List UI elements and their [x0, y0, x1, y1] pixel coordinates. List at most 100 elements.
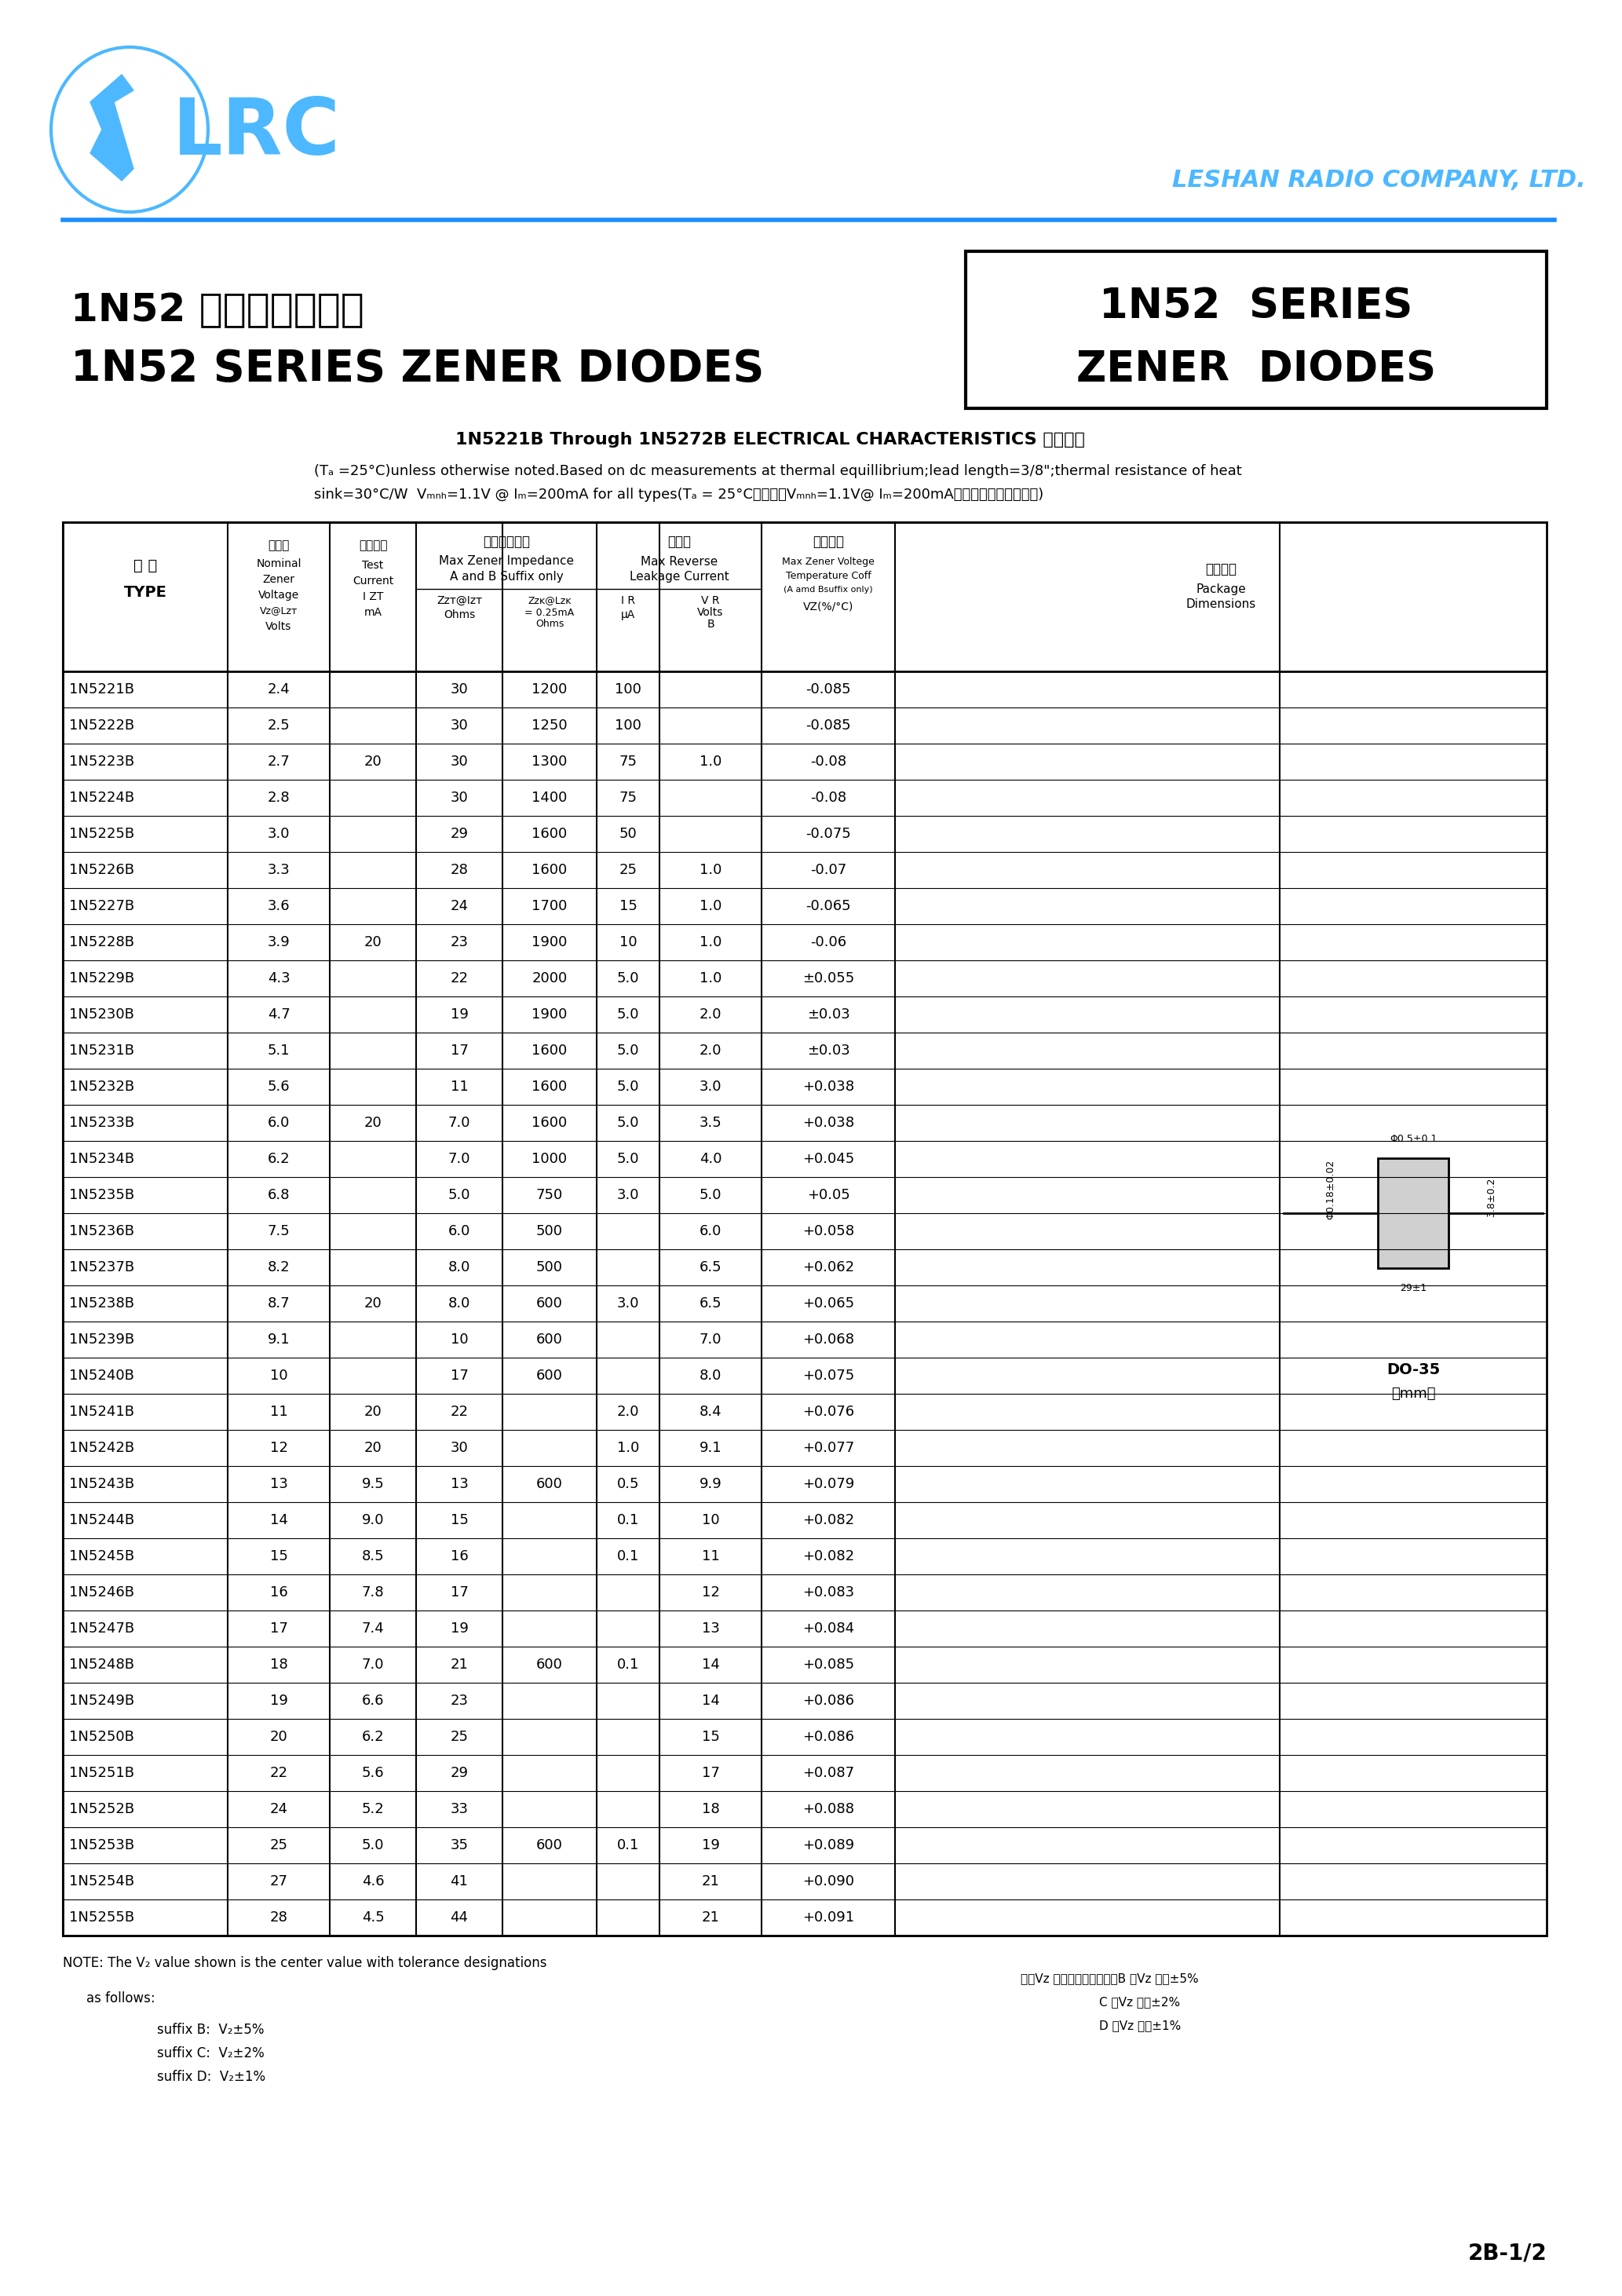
Text: 最大动态阻抗: 最大动态阻抗 — [483, 535, 530, 549]
Text: I R: I R — [621, 595, 636, 606]
Text: 6.0: 6.0 — [699, 1224, 722, 1238]
Text: 温度系数: 温度系数 — [813, 535, 843, 549]
Text: 9.1: 9.1 — [268, 1332, 290, 1348]
Text: +0.038: +0.038 — [803, 1116, 855, 1130]
Text: 1N5240B: 1N5240B — [70, 1368, 135, 1382]
Text: 30: 30 — [451, 682, 469, 696]
Text: 5.0: 5.0 — [448, 1187, 470, 1203]
Text: 23: 23 — [451, 934, 469, 948]
Text: 2000: 2000 — [532, 971, 568, 985]
Text: Current: Current — [352, 576, 394, 585]
Text: Ohms: Ohms — [443, 608, 475, 620]
Text: 1N5242B: 1N5242B — [70, 1442, 135, 1456]
Text: 6.0: 6.0 — [268, 1116, 290, 1130]
Text: 750: 750 — [537, 1187, 563, 1203]
Text: 20: 20 — [269, 1729, 287, 1745]
Text: -0.065: -0.065 — [806, 900, 852, 914]
Text: 19: 19 — [269, 1694, 287, 1708]
Text: -0.085: -0.085 — [806, 682, 852, 696]
Text: 1N5221B: 1N5221B — [70, 682, 135, 696]
Text: 10: 10 — [269, 1368, 287, 1382]
Text: NOTE: The V₂ value shown is the center value with tolerance designations: NOTE: The V₂ value shown is the center v… — [63, 1956, 547, 1970]
Text: 1N5235B: 1N5235B — [70, 1187, 135, 1203]
Text: 25: 25 — [451, 1729, 469, 1745]
Text: VZ(%/°C): VZ(%/°C) — [803, 602, 853, 613]
Text: 1N5241B: 1N5241B — [70, 1405, 135, 1419]
Text: 21: 21 — [702, 1910, 720, 1924]
Text: Dimensions: Dimensions — [1186, 599, 1255, 611]
Text: 1.0: 1.0 — [699, 900, 722, 914]
Text: 100: 100 — [615, 682, 641, 696]
Text: 13: 13 — [269, 1476, 287, 1490]
Text: 600: 600 — [537, 1839, 563, 1853]
Text: 600: 600 — [537, 1658, 563, 1671]
Text: 24: 24 — [451, 900, 469, 914]
Text: (Tₐ =25°C)unless otherwise noted.Based on dc measurements at thermal equillibriu: (Tₐ =25°C)unless otherwise noted.Based o… — [315, 464, 1242, 478]
Text: 1N5231B: 1N5231B — [70, 1045, 135, 1058]
Text: suffix B:  V₂±5%: suffix B: V₂±5% — [157, 2023, 264, 2037]
Text: +0.089: +0.089 — [803, 1839, 855, 1853]
Text: I ZT: I ZT — [363, 592, 383, 602]
Text: +0.062: +0.062 — [803, 1261, 855, 1274]
Text: LRC: LRC — [172, 96, 341, 172]
Text: 20: 20 — [363, 1405, 381, 1419]
Text: 1N5253B: 1N5253B — [70, 1839, 135, 1853]
Text: 25: 25 — [269, 1839, 287, 1853]
Text: 4.3: 4.3 — [268, 971, 290, 985]
Text: +0.082: +0.082 — [803, 1513, 855, 1527]
Text: 1N5229B: 1N5229B — [70, 971, 135, 985]
Text: sink=30°C/W  Vₘₙₕ=1.1V @ Iₘ=200mA for all types(Tₐ = 25°C所有型号Vₘₙₕ=1.1V@ Iₘ=200mA: sink=30°C/W Vₘₙₕ=1.1V @ Iₘ=200mA for all… — [315, 487, 1043, 503]
Text: 2.0: 2.0 — [699, 1045, 722, 1058]
Text: Φ0.18±0.02: Φ0.18±0.02 — [1325, 1159, 1337, 1219]
Text: 1900: 1900 — [532, 1008, 568, 1022]
Text: 1N5249B: 1N5249B — [70, 1694, 135, 1708]
Text: 41: 41 — [451, 1874, 469, 1890]
Text: 18: 18 — [702, 1802, 720, 1816]
Text: 17: 17 — [702, 1766, 720, 1779]
Text: 1N5233B: 1N5233B — [70, 1116, 135, 1130]
Text: -0.085: -0.085 — [806, 719, 852, 732]
Text: Max Zener Impedance: Max Zener Impedance — [440, 556, 574, 567]
Text: 8.4: 8.4 — [699, 1405, 722, 1419]
Text: 1N5227B: 1N5227B — [70, 900, 135, 914]
Text: 5.0: 5.0 — [616, 1008, 639, 1022]
Text: 8.0: 8.0 — [448, 1297, 470, 1311]
Text: 9.0: 9.0 — [362, 1513, 384, 1527]
Text: 5.6: 5.6 — [362, 1766, 384, 1779]
Text: （mm）: （mm） — [1392, 1387, 1435, 1401]
Text: 1600: 1600 — [532, 1045, 568, 1058]
Text: 21: 21 — [451, 1658, 469, 1671]
Text: 14: 14 — [702, 1658, 720, 1671]
Text: 16: 16 — [451, 1550, 469, 1564]
Text: 11: 11 — [269, 1405, 287, 1419]
Text: μA: μA — [621, 608, 636, 620]
Text: 1N5245B: 1N5245B — [70, 1550, 135, 1564]
Text: +0.086: +0.086 — [803, 1729, 855, 1745]
Text: Zᴢᴋ@Lᴢᴋ: Zᴢᴋ@Lᴢᴋ — [527, 595, 571, 606]
Text: +0.05: +0.05 — [806, 1187, 850, 1203]
Text: 1400: 1400 — [532, 790, 568, 806]
Text: 7.0: 7.0 — [448, 1116, 470, 1130]
Text: 25: 25 — [620, 863, 637, 877]
Text: 5.0: 5.0 — [699, 1187, 722, 1203]
Text: Vz@Lᴢᴛ: Vz@Lᴢᴛ — [260, 606, 298, 615]
Text: 5.6: 5.6 — [268, 1079, 290, 1093]
Text: 4.6: 4.6 — [362, 1874, 384, 1890]
Text: 600: 600 — [537, 1476, 563, 1490]
Text: 0.5: 0.5 — [616, 1476, 639, 1490]
Polygon shape — [91, 73, 133, 181]
Text: = 0.25mA: = 0.25mA — [526, 608, 574, 618]
Text: 9.5: 9.5 — [362, 1476, 384, 1490]
Text: 1N5228B: 1N5228B — [70, 934, 135, 948]
Text: 5.0: 5.0 — [616, 1153, 639, 1166]
Text: 27: 27 — [269, 1874, 287, 1890]
Text: 14: 14 — [269, 1513, 287, 1527]
Text: 1N5250B: 1N5250B — [70, 1729, 135, 1745]
Text: 3.0: 3.0 — [616, 1187, 639, 1203]
Text: 2.7: 2.7 — [268, 755, 290, 769]
Text: 5.0: 5.0 — [616, 1045, 639, 1058]
Text: 20: 20 — [363, 1297, 381, 1311]
Text: 100: 100 — [615, 719, 641, 732]
Text: 1.0: 1.0 — [616, 1442, 639, 1456]
Text: 15: 15 — [702, 1729, 720, 1745]
